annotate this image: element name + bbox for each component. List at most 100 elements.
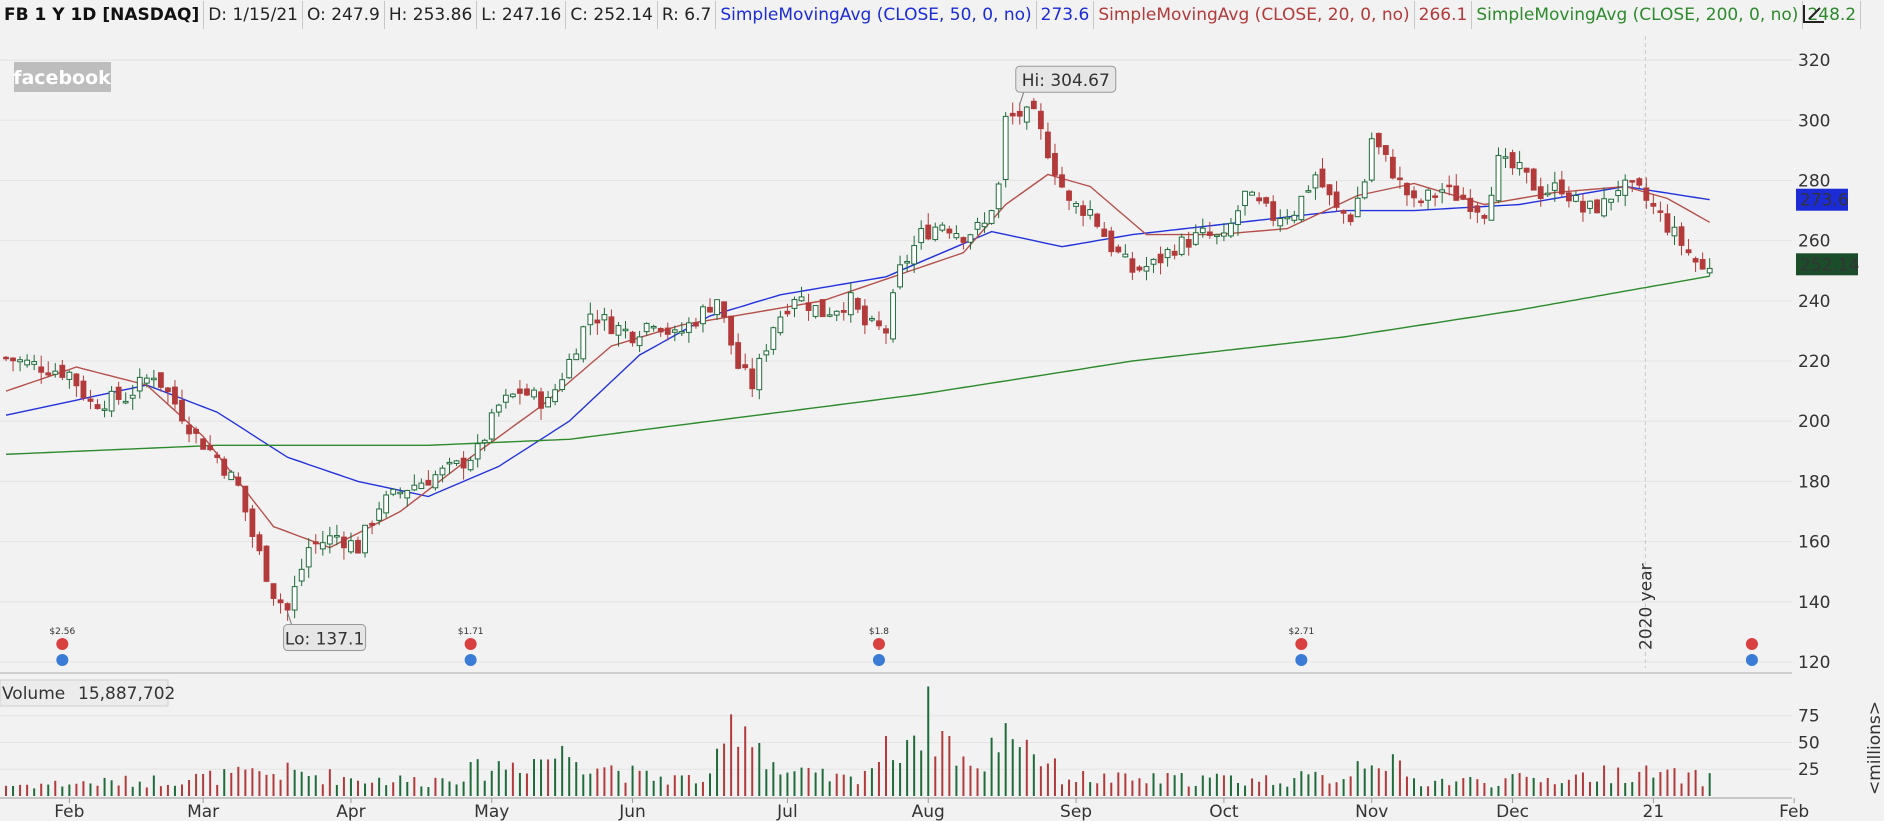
upcoming-event-marker[interactable] [1745, 638, 1758, 666]
candlestick [538, 387, 544, 421]
candlestick [1284, 209, 1291, 225]
candle-body [284, 603, 291, 611]
symbol-label: FB 1 Y 1D [NASDAQ] [0, 1, 205, 29]
candlestick [1439, 182, 1446, 204]
candlestick [298, 558, 305, 587]
candlestick [1221, 223, 1227, 242]
candle-body [1481, 215, 1488, 219]
candlestick [1066, 189, 1072, 211]
candle-body [805, 302, 812, 311]
volume-tick-label: 25 [1798, 760, 1820, 780]
candle-body [847, 292, 854, 316]
candle-body [1150, 258, 1157, 265]
candle-body [94, 404, 101, 410]
candlestick [1580, 194, 1586, 222]
candlestick [707, 298, 713, 313]
candle-body [1516, 162, 1523, 170]
volume-label-box [0, 679, 169, 707]
candle-body [143, 377, 150, 384]
candlestick [1361, 178, 1368, 200]
high-callout-leader [1019, 92, 1025, 105]
candlestick [1551, 171, 1558, 202]
candle-body [566, 358, 573, 379]
candlestick [974, 217, 981, 236]
candle-body [115, 386, 122, 400]
candle-body [1305, 190, 1312, 193]
candlestick [446, 457, 453, 475]
dividend-marker[interactable]: $1.71 [458, 627, 484, 666]
time-tick-label: Feb [1779, 802, 1809, 821]
candlestick [995, 181, 1002, 219]
candle-body [291, 586, 298, 611]
time-tick-label: Nov [1355, 802, 1388, 821]
candle-body [1094, 213, 1101, 227]
candlestick [932, 222, 939, 242]
candlestick [981, 212, 988, 234]
candlestick [312, 534, 319, 554]
candlestick [1354, 186, 1361, 218]
candle-body [1030, 100, 1037, 110]
candle-body [714, 299, 720, 316]
candlestick [988, 209, 995, 225]
candle-body [953, 233, 960, 239]
candle-body [460, 457, 467, 469]
candle-body [432, 474, 439, 489]
candle-body [1101, 228, 1108, 237]
candlestick [1446, 175, 1453, 196]
candlestick [122, 392, 129, 405]
candle-body [136, 376, 143, 392]
candlestick [918, 220, 925, 250]
candle-body [1129, 258, 1136, 273]
candlestick [1052, 143, 1058, 185]
dividend-marker[interactable]: $1.8 [869, 627, 889, 666]
candle-body [383, 494, 390, 514]
candle-body [925, 224, 932, 240]
candle-body [1432, 195, 1439, 198]
candle-body [425, 479, 432, 486]
candle-body [411, 484, 418, 491]
time-tick-label: Sep [1060, 802, 1092, 821]
candle-body [1213, 234, 1220, 237]
candlestick [326, 526, 333, 554]
candle-body [693, 322, 699, 327]
candlestick [1270, 195, 1277, 227]
candle-body [777, 316, 784, 334]
price-tick-label: 200 [1798, 412, 1830, 432]
candle-body [122, 400, 129, 404]
drawing-tool-icon[interactable] [1800, 2, 1828, 28]
candlestick [770, 326, 777, 355]
candle-body [1474, 205, 1481, 213]
price-tick-label: 260 [1798, 232, 1830, 252]
high-callout-label: Hi: 304.67 [1022, 71, 1110, 91]
candlestick [1608, 198, 1615, 211]
candle-body [1037, 110, 1044, 130]
candlestick [1502, 148, 1509, 168]
candle-body [439, 467, 446, 476]
event-markers[interactable]: $2.56 $1.71 $1.8 $2.71 [49, 627, 1758, 666]
price-gridlines [0, 59, 1792, 663]
candle-body [31, 361, 38, 365]
candle-body [1340, 210, 1347, 214]
candle-body [355, 539, 361, 554]
candle-body [615, 325, 622, 336]
candle-body [277, 599, 284, 604]
candle-body [1249, 191, 1255, 196]
candle-body [1678, 226, 1685, 246]
candle-body [101, 408, 108, 411]
candlestick [509, 393, 516, 399]
candlestick [643, 322, 650, 336]
candle-body [1122, 253, 1129, 258]
candlestick [1009, 102, 1016, 125]
candlestick [228, 470, 235, 481]
candle-body [939, 224, 946, 231]
candlestick [1657, 201, 1664, 222]
candlestick [1115, 244, 1122, 254]
high-callout-box [1015, 65, 1117, 93]
dividend-marker[interactable]: $2.71 [1288, 627, 1314, 666]
dividend-marker[interactable]: $2.56 [49, 627, 75, 666]
candle-body [967, 234, 974, 243]
candle-body [1185, 239, 1192, 248]
candlestick [798, 286, 805, 302]
candlestick [1643, 177, 1650, 209]
